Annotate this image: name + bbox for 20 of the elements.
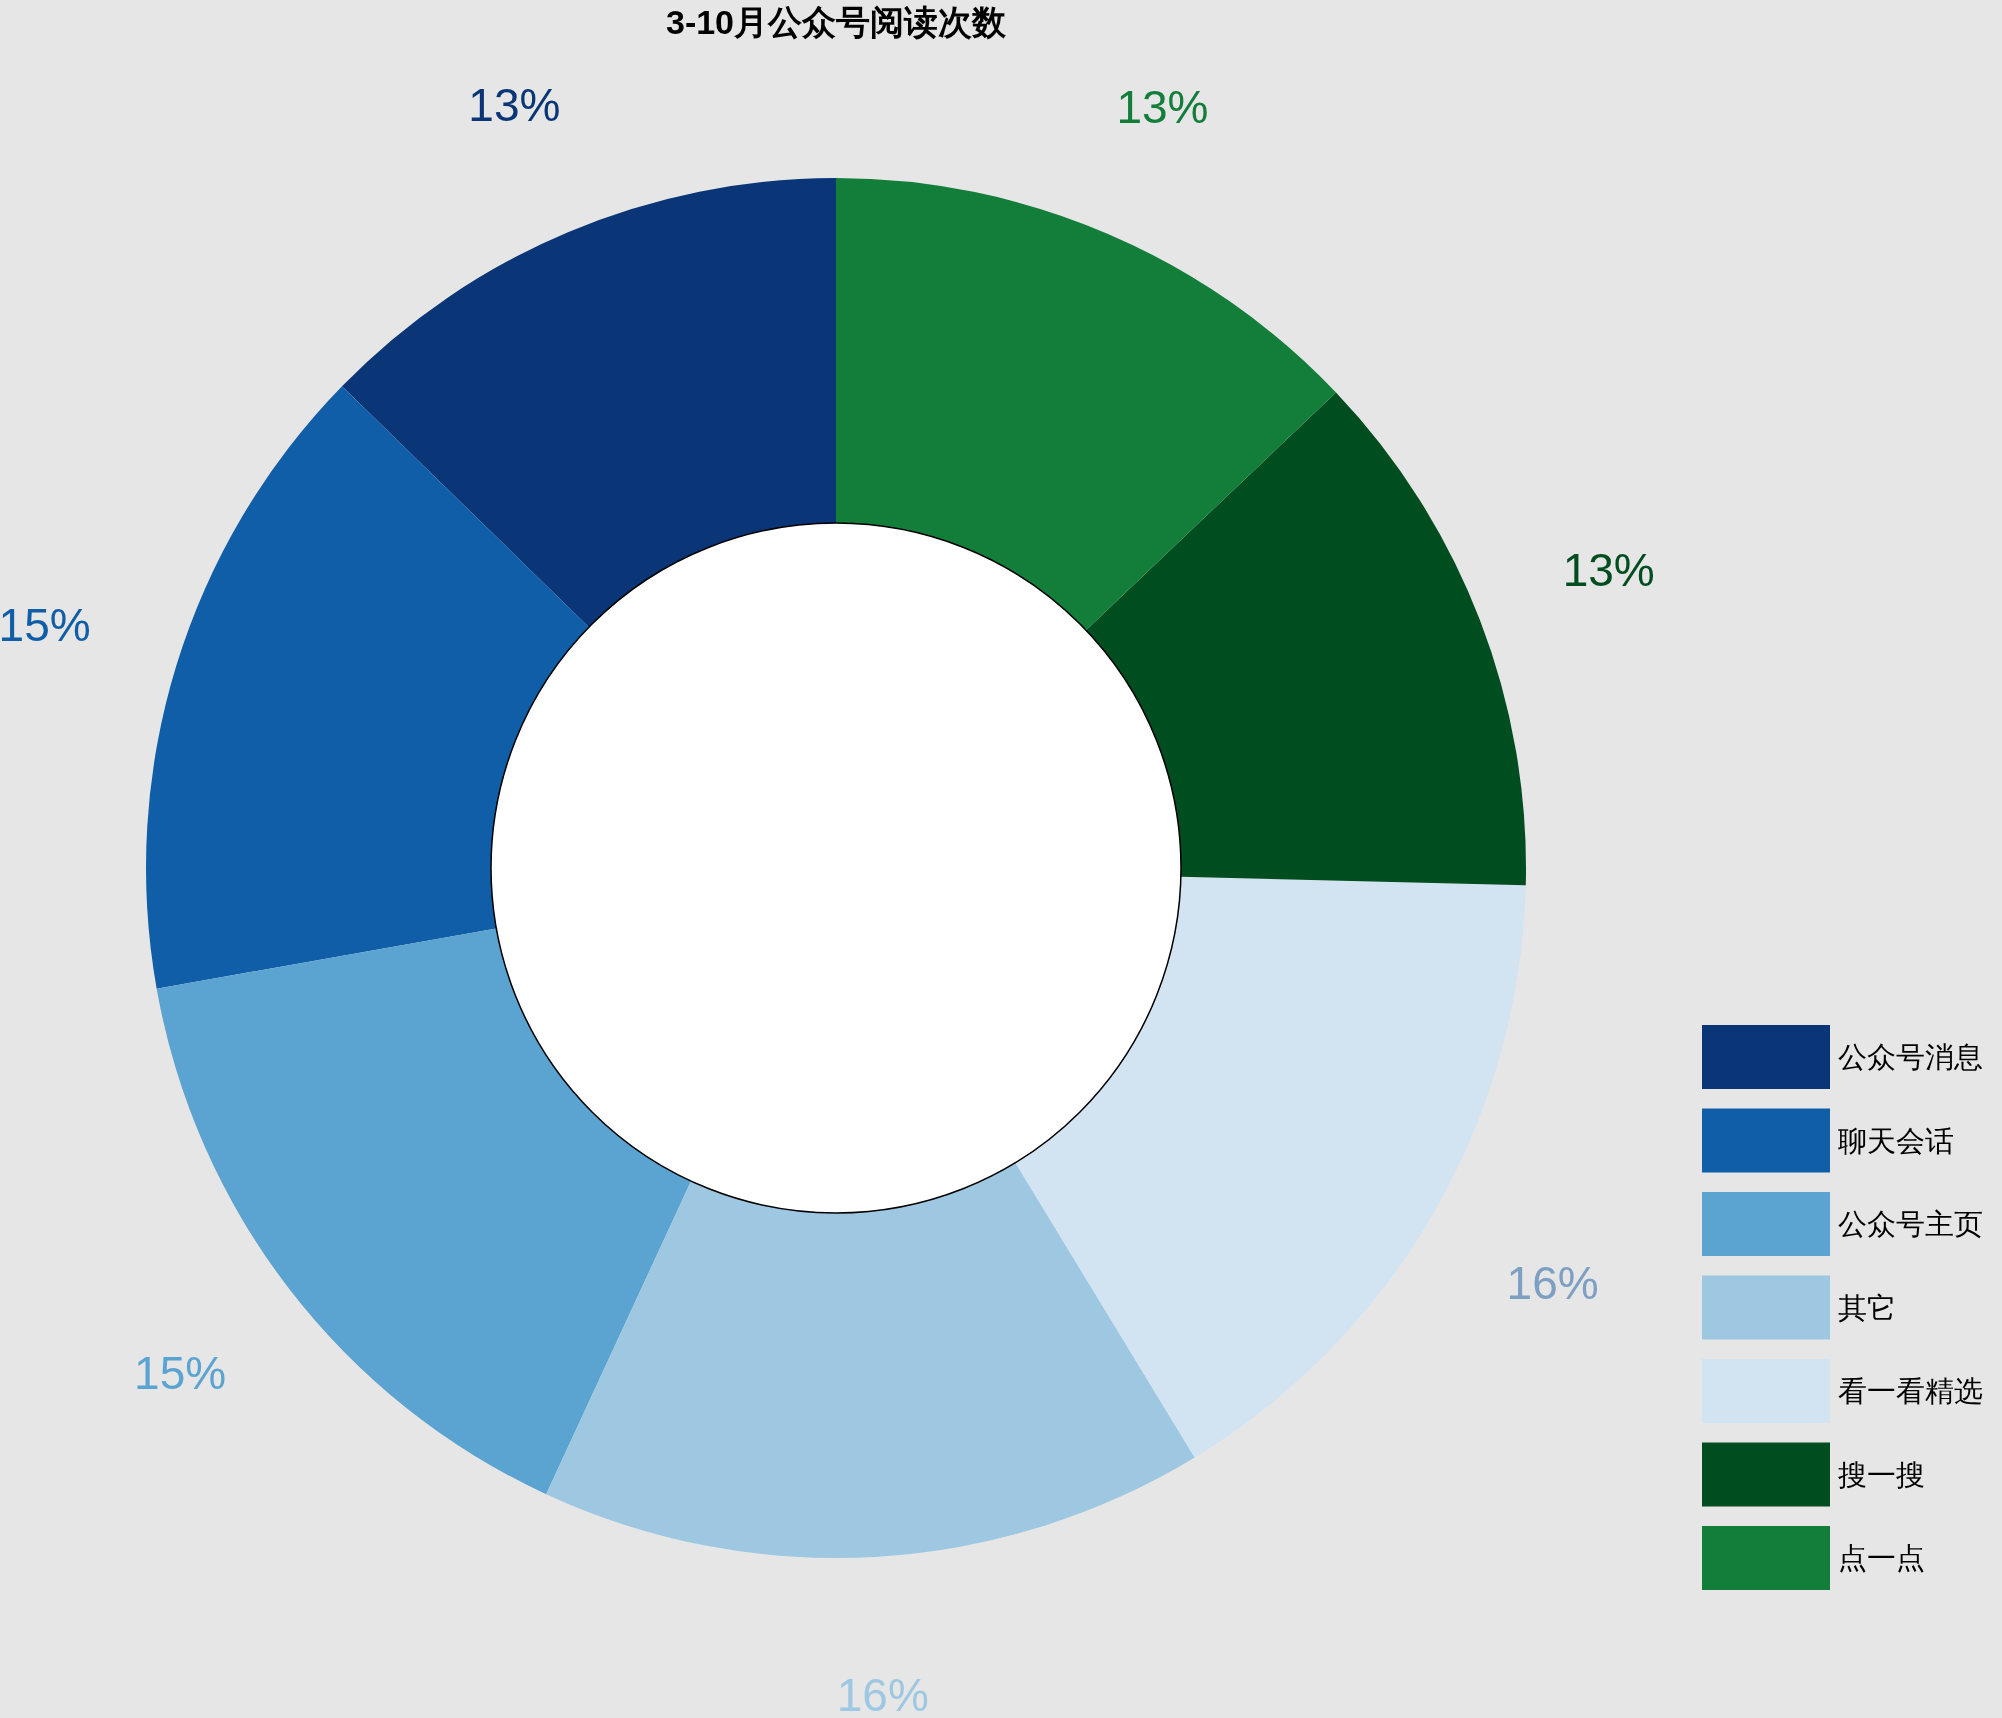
data-label: 13% xyxy=(1562,544,1655,597)
legend-label: 聊天会话 xyxy=(1838,1124,1954,1157)
donut-slice xyxy=(342,178,836,628)
legend-label: 看一看精选 xyxy=(1838,1375,1983,1407)
legend-label: 其它 xyxy=(1838,1291,1896,1324)
legend-label: 公众号消息 xyxy=(1838,1041,1983,1073)
donut-slice xyxy=(1086,392,1526,886)
legend-label: 点一点 xyxy=(1838,1542,1925,1574)
data-label: 16% xyxy=(1506,1256,1599,1309)
donut-slice xyxy=(836,178,1337,631)
donut-slice xyxy=(546,1162,1195,1557)
data-label: 15% xyxy=(134,1347,227,1400)
data-label: 13% xyxy=(468,79,561,132)
legend-label: 搜一搜 xyxy=(1838,1458,1925,1491)
chart-title: 3-10月公众号阅读次数 xyxy=(665,3,1008,41)
data-label: 13% xyxy=(1116,81,1209,134)
data-label: 16% xyxy=(836,1668,929,1718)
data-label: 15% xyxy=(0,598,91,651)
donut-slice xyxy=(147,386,589,989)
legend-label: 公众号主页 xyxy=(1838,1208,1983,1240)
